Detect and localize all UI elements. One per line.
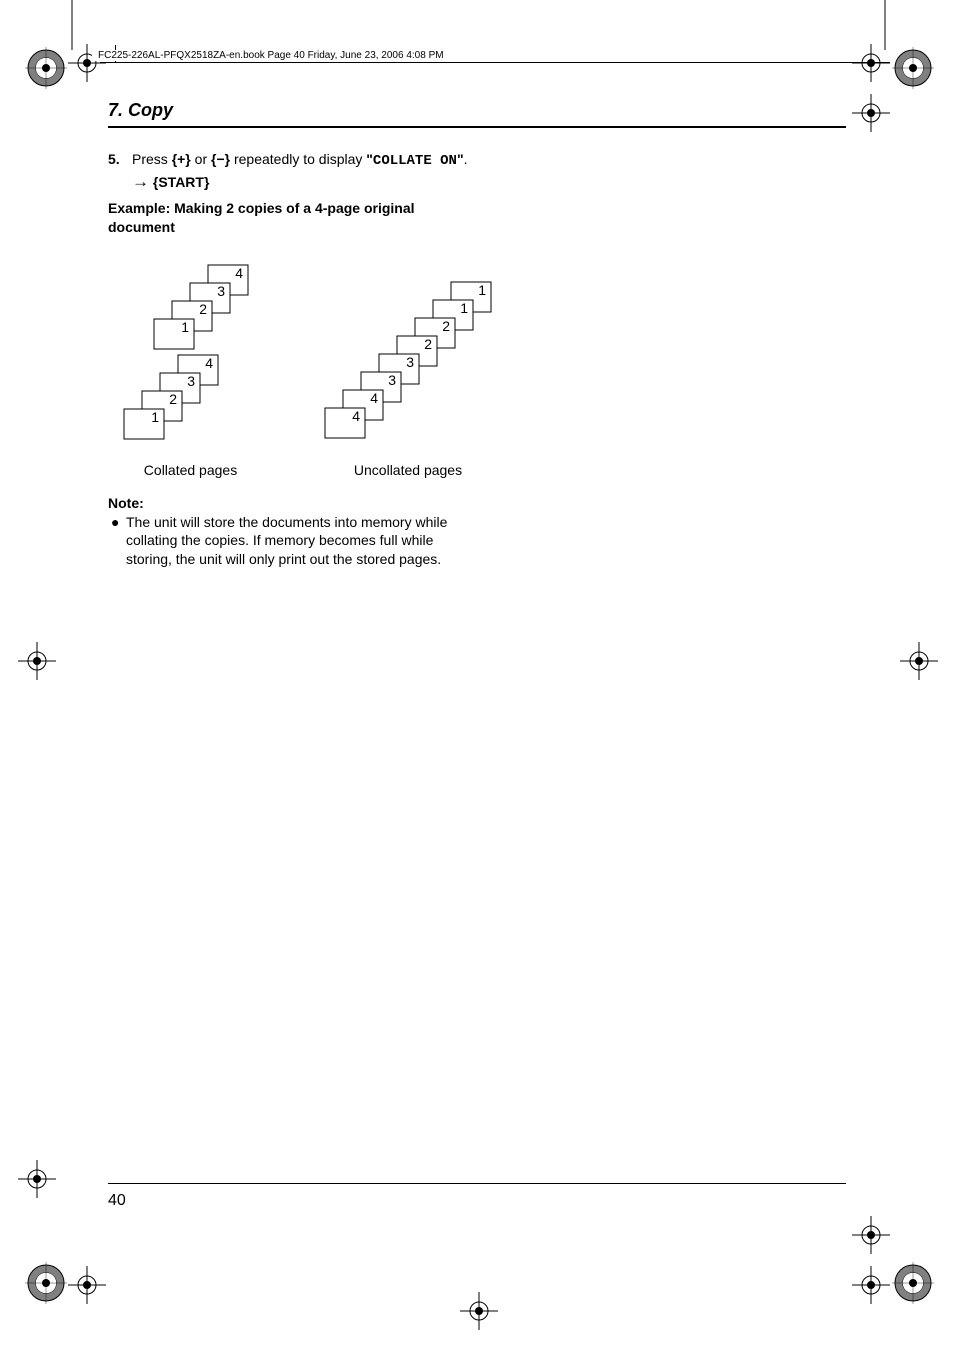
reg-crosshair-bc: [460, 1292, 498, 1330]
crop-line-tr-v: [884, 0, 887, 50]
reg-crosshair-br2: [852, 1216, 890, 1254]
crop-line-tl-v: [71, 0, 74, 50]
reg-crosshair-br: [852, 1266, 890, 1304]
collated-label: Collated pages: [144, 462, 237, 478]
svg-text:1: 1: [478, 282, 486, 298]
svg-text:3: 3: [406, 354, 414, 370]
plus-button-label: {+}: [172, 151, 191, 167]
uncollated-diagram: 1 1 2 2 3 3 4 4 Uncollated page: [323, 262, 493, 478]
svg-text:2: 2: [442, 318, 450, 334]
collated-svg: 4 3 2 1 4 3 2 1: [113, 262, 268, 457]
uncollated-svg: 1 1 2 2 3 3 4 4: [323, 262, 493, 457]
svg-text:1: 1: [460, 300, 468, 316]
step-body: Press {+} or {−} repeatedly to display "…: [132, 150, 472, 194]
reg-crosshair-bl: [68, 1266, 106, 1304]
arrow-icon: →: [132, 172, 149, 191]
qc: ": [457, 151, 464, 167]
t1: Press: [132, 151, 172, 167]
page-content: 7. Copy 5. Press {+} or {−} repeatedly t…: [108, 100, 846, 1210]
reg-crosshair-tr2: [852, 94, 890, 132]
example-title: Example: Making 2 copies of a 4-page ori…: [108, 199, 448, 237]
svg-text:2: 2: [169, 391, 177, 407]
svg-text:4: 4: [235, 265, 243, 281]
svg-text:3: 3: [388, 372, 396, 388]
header-filename: FC225-226AL-PFQX2518ZA-en.book Page 40 F…: [92, 50, 450, 61]
note-block: Note: ● The unit will store the document…: [108, 494, 468, 570]
page-number: 40: [108, 1183, 846, 1210]
reg-mark-tr: [892, 47, 934, 89]
uncollated-label: Uncollated pages: [354, 462, 462, 478]
note-bullet: ● The unit will store the documents into…: [108, 513, 468, 570]
svg-text:3: 3: [217, 283, 225, 299]
svg-text:4: 4: [370, 390, 378, 406]
reg-mark-tl: [25, 47, 67, 89]
svg-text:4: 4: [205, 355, 213, 371]
qo: ": [366, 151, 373, 167]
reg-mark-bl: [25, 1262, 67, 1304]
per: .: [464, 151, 468, 167]
crop-line-l: [68, 92, 78, 162]
step-number: 5.: [108, 150, 132, 194]
t2: or: [191, 151, 211, 167]
start-button-label: {START}: [149, 174, 209, 190]
note-head: Note:: [108, 494, 468, 513]
diagrams: 4 3 2 1 4 3 2 1: [113, 262, 846, 478]
svg-text:3: 3: [187, 373, 195, 389]
reg-crosshair-bl2: [18, 1160, 56, 1198]
header-horizontal-line: [100, 62, 890, 63]
section-title: 7. Copy: [108, 100, 846, 128]
collated-diagram: 4 3 2 1 4 3 2 1: [113, 262, 268, 478]
display-text: COLLATE ON: [373, 153, 457, 169]
t3: repeatedly to display: [230, 151, 366, 167]
reg-crosshair-ml: [18, 642, 56, 680]
reg-mark-br: [892, 1262, 934, 1304]
svg-text:4: 4: [352, 408, 360, 424]
reg-crosshair-mr: [900, 642, 938, 680]
step-5: 5. Press {+} or {−} repeatedly to displa…: [108, 150, 846, 194]
note-text: The unit will store the documents into m…: [126, 513, 468, 570]
svg-text:1: 1: [181, 319, 189, 335]
svg-text:1: 1: [151, 409, 159, 425]
minus-button-label: {−}: [211, 151, 230, 167]
svg-text:2: 2: [199, 301, 207, 317]
svg-text:2: 2: [424, 336, 432, 352]
bullet-icon: ●: [108, 513, 126, 570]
